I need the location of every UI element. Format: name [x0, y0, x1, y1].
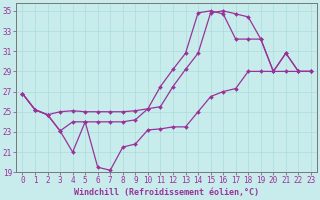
X-axis label: Windchill (Refroidissement éolien,°C): Windchill (Refroidissement éolien,°C) [74, 188, 259, 197]
